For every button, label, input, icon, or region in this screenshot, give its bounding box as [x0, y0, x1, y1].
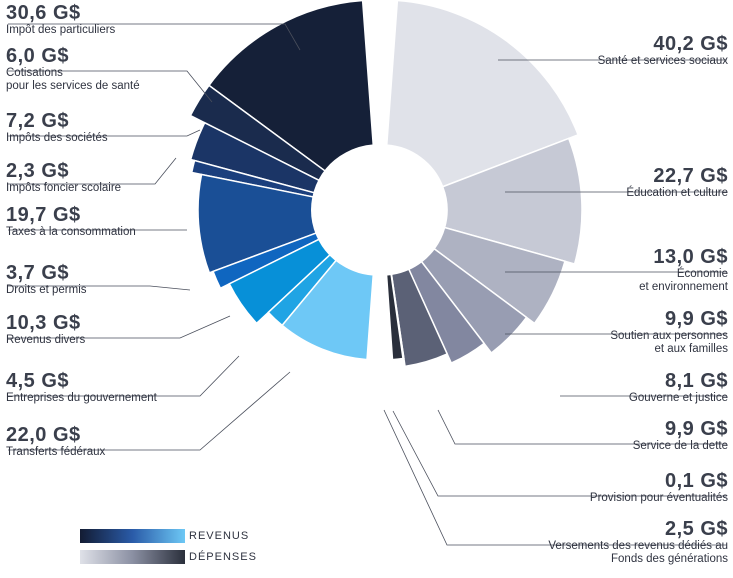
slice-value: 3,7 G$ — [6, 262, 70, 284]
slice-value: 0,1 G$ — [664, 470, 728, 492]
slice-name: Versements des revenus dédiés au Fonds d… — [548, 540, 728, 565]
legend-revenus: REVENUS — [80, 529, 249, 543]
slice-value: 40,2 G$ — [653, 33, 728, 55]
slice-name: Économie et environnement — [639, 268, 728, 293]
slice-name: Cotisations pour les services de santé — [6, 67, 140, 92]
slice-depenses-2 — [433, 226, 566, 325]
slice-name: Impôt des particuliers — [6, 24, 116, 36]
slice-value: 9,9 G$ — [664, 418, 728, 440]
slice-name: Transferts fédéraux — [6, 446, 106, 458]
leader-line-revenus-3 — [8, 157, 177, 185]
leader-line-revenus-6 — [8, 315, 231, 339]
slice-label-depenses-4: 8,1 G$ Gouverne et justice — [629, 370, 728, 405]
slice-value: 9,9 G$ — [664, 308, 728, 330]
slice-value: 22,0 G$ — [6, 424, 81, 446]
slice-value: 2,3 G$ — [6, 160, 70, 182]
slice-label-revenus-8: 22,0 G$ Transferts fédéraux — [6, 424, 105, 459]
slice-label-depenses-0: 40,2 G$ Santé et services sociaux — [598, 33, 728, 68]
slice-label-depenses-7: 2,5 G$ Versements des revenus dédiés au F… — [548, 518, 728, 566]
slice-value: 8,1 G$ — [664, 370, 728, 392]
slice-value: 22,7 G$ — [653, 165, 728, 187]
legend-swatch-depenses — [80, 550, 185, 564]
legend-label-depenses: DÉPENSES — [189, 551, 257, 563]
slice-name: Provision pour éventualités — [589, 492, 728, 504]
leader-line-revenus-1 — [8, 70, 213, 103]
slice-name: Taxes à la consommation — [6, 226, 136, 238]
slice-label-revenus-5: 3,7 G$ Droits et permis — [6, 262, 87, 297]
slice-label-revenus-7: 4,5 G$ Entreprises du gouvernement — [6, 370, 157, 405]
leader-line-revenus-8 — [8, 371, 291, 451]
slice-label-depenses-1: 22,7 G$ Éducation et culture — [626, 165, 728, 200]
slice-name: Entreprises du gouvernement — [6, 392, 157, 404]
slice-label-depenses-5: 9,9 G$ Service de la dette — [633, 418, 728, 453]
slice-label-revenus-4: 19,7 G$ Taxes à la consommation — [6, 204, 136, 239]
slice-name: Service de la dette — [632, 440, 728, 452]
slice-name: Impôts des sociétés — [6, 132, 108, 144]
slice-name: Soutien aux personnes et aux familles — [610, 330, 728, 355]
slice-name: Impôts foncier scolaire — [6, 182, 122, 194]
slice-label-revenus-3: 2,3 G$ Impôts foncier scolaire — [6, 160, 121, 195]
leader-line-depenses-5 — [437, 409, 727, 445]
slice-label-revenus-2: 7,2 G$ Impôts des sociétés — [6, 110, 108, 145]
leader-line-revenus-2 — [8, 129, 201, 137]
slice-value: 13,0 G$ — [653, 246, 728, 268]
slice-label-revenus-0: 30,6 G$ Impôt des particuliers — [6, 2, 115, 37]
slice-label-revenus-6: 10,3 G$ Revenus divers — [6, 312, 85, 347]
leader-line-revenus-7 — [8, 355, 240, 397]
donut-hole — [311, 145, 441, 275]
slice-name: Revenus divers — [6, 334, 86, 346]
legend-depenses: DÉPENSES — [80, 550, 257, 564]
slice-name: Éducation et culture — [626, 187, 728, 199]
slice-label-depenses-6: 0,1 G$ Provision pour éventualités — [590, 470, 728, 505]
legend-label-revenus: REVENUS — [189, 530, 250, 542]
slice-label-depenses-3: 9,9 G$ Soutien aux personnes et aux famil… — [610, 308, 728, 356]
slice-name: Droits et permis — [6, 284, 87, 296]
leader-line-depenses-6 — [392, 410, 727, 497]
leader-line-depenses-7 — [383, 409, 727, 546]
slice-value: 4,5 G$ — [6, 370, 70, 392]
slice-depenses-1 — [441, 137, 583, 265]
slice-value: 10,3 G$ — [6, 312, 81, 334]
slice-value: 19,7 G$ — [6, 204, 81, 226]
slice-depenses-0 — [385, 0, 580, 188]
slice-value: 6,0 G$ — [6, 45, 70, 67]
slice-value: 7,2 G$ — [6, 110, 70, 132]
slice-label-depenses-2: 13,0 G$ Économie et environnement — [639, 246, 728, 294]
slice-label-revenus-1: 6,0 G$ Cotisations pour les services de s… — [6, 45, 140, 93]
leader-line-revenus-5 — [8, 285, 191, 291]
leader-line-revenus-0 — [8, 23, 301, 51]
slice-value: 30,6 G$ — [6, 2, 81, 24]
slice-name: Santé et services sociaux — [597, 55, 728, 67]
slice-depenses-7 — [385, 273, 404, 361]
slice-value: 2,5 G$ — [664, 518, 728, 540]
slice-name: Gouverne et justice — [628, 392, 728, 404]
legend-swatch-revenus — [80, 529, 185, 543]
